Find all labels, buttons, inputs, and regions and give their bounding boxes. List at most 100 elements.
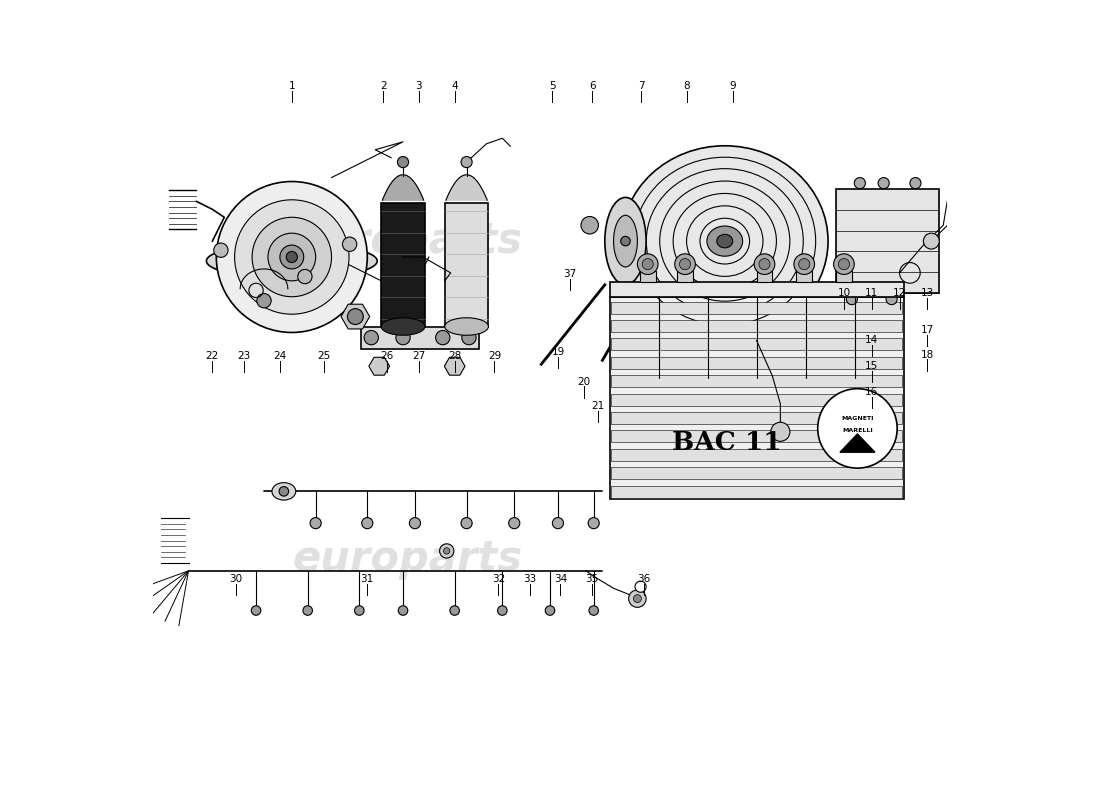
Circle shape xyxy=(637,254,658,274)
Circle shape xyxy=(759,258,770,270)
Text: MAGNETI: MAGNETI xyxy=(842,415,873,421)
Text: 20: 20 xyxy=(578,377,591,386)
Bar xyxy=(612,467,902,479)
Circle shape xyxy=(409,518,420,529)
Text: 22: 22 xyxy=(206,351,219,362)
Text: 28: 28 xyxy=(448,351,461,362)
Circle shape xyxy=(310,518,321,529)
Circle shape xyxy=(546,606,554,615)
Circle shape xyxy=(348,309,363,325)
Circle shape xyxy=(755,254,774,274)
Circle shape xyxy=(342,237,356,251)
Ellipse shape xyxy=(620,236,630,246)
Text: 35: 35 xyxy=(585,574,598,584)
Ellipse shape xyxy=(621,146,828,337)
Ellipse shape xyxy=(207,243,377,279)
Bar xyxy=(836,270,851,282)
Text: europarts: europarts xyxy=(292,538,522,580)
Bar xyxy=(612,449,902,461)
Circle shape xyxy=(629,590,646,607)
Bar xyxy=(612,357,902,369)
Circle shape xyxy=(398,606,408,615)
Text: 11: 11 xyxy=(865,288,879,298)
Circle shape xyxy=(217,182,367,333)
Circle shape xyxy=(588,606,598,615)
Bar xyxy=(612,302,902,314)
Circle shape xyxy=(364,330,378,345)
Circle shape xyxy=(279,486,288,496)
Circle shape xyxy=(635,581,646,592)
Circle shape xyxy=(817,389,898,468)
Bar xyxy=(444,203,488,326)
Text: 17: 17 xyxy=(921,325,934,335)
Text: 27: 27 xyxy=(412,351,426,362)
Text: 13: 13 xyxy=(921,288,934,298)
Circle shape xyxy=(642,258,653,270)
Circle shape xyxy=(674,254,695,274)
Circle shape xyxy=(497,606,507,615)
Circle shape xyxy=(298,270,312,284)
Bar xyxy=(361,326,478,349)
Ellipse shape xyxy=(444,318,488,335)
Text: 12: 12 xyxy=(893,288,906,298)
Bar xyxy=(382,203,425,326)
Text: MARELLI: MARELLI xyxy=(843,428,872,434)
Bar xyxy=(612,430,902,442)
Circle shape xyxy=(588,518,600,529)
Text: 4: 4 xyxy=(451,81,458,91)
Text: 18: 18 xyxy=(921,350,934,360)
Circle shape xyxy=(923,233,939,249)
Bar xyxy=(796,270,812,282)
Text: 5: 5 xyxy=(549,81,556,91)
Text: 7: 7 xyxy=(638,81,645,91)
Bar xyxy=(612,320,902,332)
Text: 36: 36 xyxy=(637,574,650,584)
Text: 31: 31 xyxy=(361,574,374,584)
Circle shape xyxy=(799,258,810,270)
Circle shape xyxy=(838,258,849,270)
Text: 24: 24 xyxy=(273,351,286,362)
Text: europarts: europarts xyxy=(292,220,522,262)
Circle shape xyxy=(213,243,228,258)
Ellipse shape xyxy=(707,226,743,256)
Bar xyxy=(757,270,772,282)
Bar xyxy=(612,412,902,424)
Bar xyxy=(640,270,656,282)
Text: 19: 19 xyxy=(551,347,564,358)
Bar xyxy=(609,282,903,297)
Circle shape xyxy=(257,294,272,308)
Ellipse shape xyxy=(605,198,646,285)
Text: 34: 34 xyxy=(553,574,566,584)
Bar xyxy=(609,297,903,499)
Circle shape xyxy=(268,233,316,281)
Circle shape xyxy=(443,548,450,554)
Text: 21: 21 xyxy=(591,402,604,411)
Circle shape xyxy=(302,606,312,615)
Text: 26: 26 xyxy=(381,351,394,362)
Text: 2: 2 xyxy=(379,81,386,91)
Polygon shape xyxy=(446,175,487,200)
Circle shape xyxy=(362,518,373,529)
Circle shape xyxy=(461,518,472,529)
Circle shape xyxy=(440,544,454,558)
Text: 37: 37 xyxy=(563,270,576,279)
Circle shape xyxy=(794,254,814,274)
Bar xyxy=(612,338,902,350)
Circle shape xyxy=(461,157,472,168)
Polygon shape xyxy=(383,175,424,200)
Bar xyxy=(836,190,939,293)
Circle shape xyxy=(855,178,866,189)
Text: 1: 1 xyxy=(288,81,295,91)
Circle shape xyxy=(354,606,364,615)
Circle shape xyxy=(887,294,898,305)
Bar xyxy=(612,394,902,406)
Circle shape xyxy=(771,422,790,442)
Text: 8: 8 xyxy=(683,81,690,91)
Text: BAC 11: BAC 11 xyxy=(672,430,782,455)
Ellipse shape xyxy=(382,318,425,335)
Text: 33: 33 xyxy=(524,574,537,584)
Circle shape xyxy=(878,178,889,189)
Text: 10: 10 xyxy=(837,288,850,298)
Text: 15: 15 xyxy=(865,361,879,371)
Text: 16: 16 xyxy=(865,387,879,397)
